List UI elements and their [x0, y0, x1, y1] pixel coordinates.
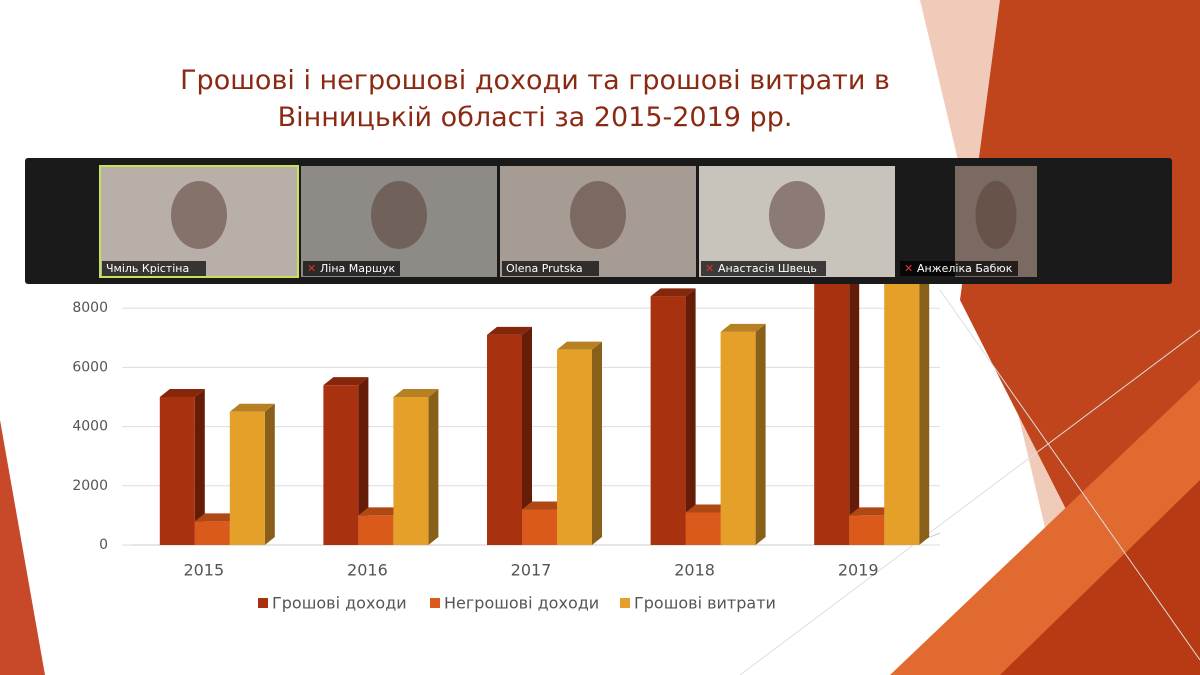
name-badge	[701, 261, 826, 276]
participant-name: Ліна Маршук	[320, 262, 396, 275]
participant-silhouette	[975, 181, 1017, 249]
bar-side	[264, 403, 275, 545]
legend-label: Грошові доходи	[272, 594, 407, 613]
bar	[650, 296, 686, 545]
bar-top	[393, 389, 439, 397]
bar-side	[849, 255, 860, 546]
mute-icon: ✕	[307, 262, 316, 275]
participant-name: Чміль Крістіна	[106, 262, 189, 275]
decoration	[939, 289, 1200, 661]
participant-silhouette	[171, 181, 227, 249]
slide-title: Грошові і негрошові доходи та грошові ви…	[180, 65, 890, 133]
bar-top	[159, 389, 205, 397]
x-tick-label: 2015	[183, 561, 224, 580]
bar-top	[358, 507, 404, 516]
name-badge	[900, 261, 1018, 276]
participant-name: Анастасія Швець	[718, 262, 817, 275]
bar-top	[650, 288, 696, 297]
bar	[323, 385, 359, 545]
legend-label: Грошові витрати	[634, 594, 776, 613]
bar	[720, 331, 756, 545]
bar-top	[720, 323, 766, 332]
y-tick-label: 4000	[72, 419, 108, 435]
name-badge	[102, 261, 206, 276]
participant-name: Анжеліка Бабюк	[917, 262, 1013, 275]
bar	[159, 397, 195, 545]
y-tick-label: 2000	[72, 478, 108, 494]
bar-top	[685, 504, 731, 513]
bar	[522, 509, 557, 545]
bar	[487, 334, 522, 545]
x-tick-label: 2017	[511, 561, 552, 580]
bar-top	[557, 341, 602, 350]
bar-top	[323, 377, 369, 386]
bar-side	[522, 326, 532, 545]
name-badge	[303, 261, 400, 276]
bar-side	[685, 288, 696, 545]
mute-icon: ✕	[705, 262, 714, 275]
bar-side	[919, 264, 930, 545]
x-tick-label: 2016	[347, 561, 388, 580]
bar	[814, 263, 850, 545]
bar	[884, 272, 920, 545]
bar	[358, 515, 394, 545]
decoration	[739, 329, 1200, 675]
participant-name: Olena Prutska	[506, 262, 583, 275]
bar-top	[487, 326, 532, 335]
y-tick-label: 0	[99, 537, 108, 553]
bar-side	[194, 389, 205, 545]
bar-top	[194, 513, 240, 522]
bar-side	[755, 323, 766, 545]
x-tick-label: 2019	[838, 561, 879, 580]
mute-icon: ✕	[904, 262, 913, 275]
bar	[393, 397, 429, 545]
decoration	[0, 420, 45, 675]
bar-top	[522, 501, 567, 510]
participant-silhouette	[769, 181, 825, 249]
bar	[685, 512, 721, 545]
bar-top	[849, 507, 895, 516]
decoration	[1000, 480, 1200, 675]
x-tick-label: 2018	[674, 561, 715, 580]
bar	[229, 411, 265, 545]
participant-silhouette	[371, 181, 427, 249]
participant-silhouette	[570, 181, 626, 249]
bar	[557, 349, 592, 545]
y-tick-label: 6000	[72, 359, 108, 375]
bar	[849, 515, 885, 545]
legend-label: Негрошові доходи	[444, 594, 599, 613]
legend-swatch	[620, 598, 630, 608]
bar-side	[428, 389, 439, 545]
legend-swatch	[258, 598, 268, 608]
bar-side	[592, 341, 602, 545]
legend-swatch	[430, 598, 440, 608]
y-tick-label: 8000	[72, 300, 108, 316]
name-badge	[502, 261, 599, 276]
bar	[194, 521, 230, 545]
bar-top	[229, 403, 275, 412]
bar-side	[358, 377, 369, 545]
